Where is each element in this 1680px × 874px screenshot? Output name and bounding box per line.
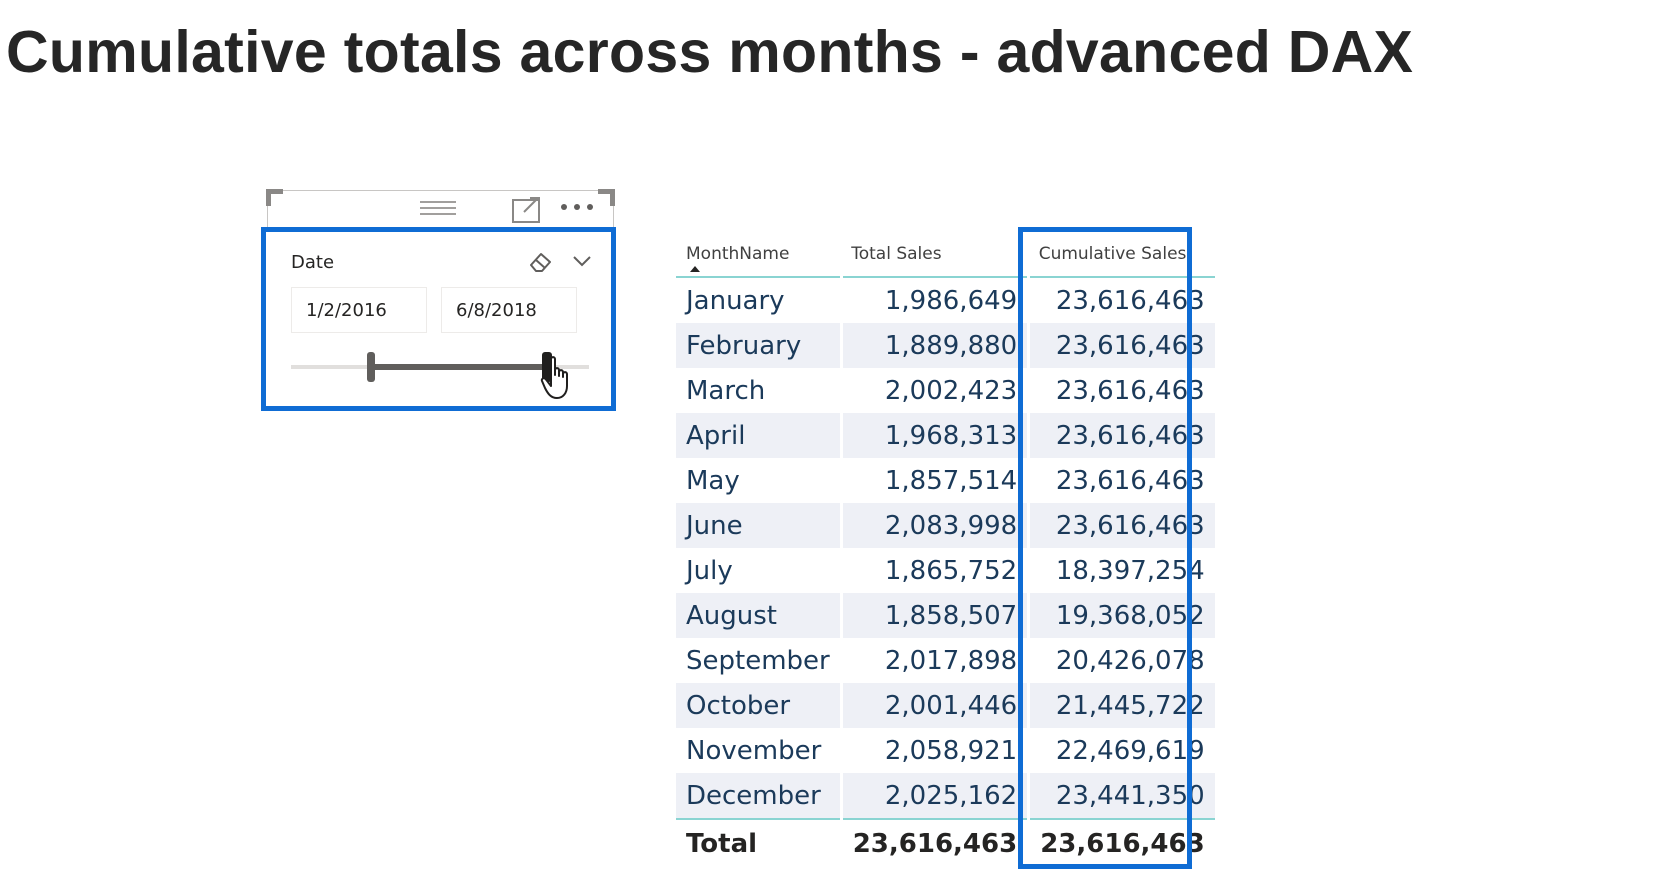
total-sales-cell: 1,865,752 (839, 548, 1029, 593)
total-sales-cell: 1,857,514 (839, 458, 1029, 503)
column-header-cumulative-sales[interactable]: Cumulative Sales (1028, 232, 1215, 278)
month-cell: September (686, 645, 830, 676)
total-sales-cell: 2,001,446 (839, 683, 1029, 728)
total-sales-cell: 2,017,898 (839, 638, 1029, 683)
table-row[interactable]: December 2,025,162 23,441,350 (676, 773, 1215, 819)
total-sales-cell: 1,858,507 (839, 593, 1029, 638)
total-sales-cell: 2,083,998 (839, 503, 1029, 548)
cumulative-sales-cell: 18,397,254 (1027, 548, 1215, 593)
table-row[interactable]: October 2,001,446 21,445,722 (676, 683, 1215, 728)
month-cell: June (676, 503, 842, 548)
sales-table: MonthName Total Sales Cumulative Sales J… (676, 232, 1215, 868)
cumulative-sales-cell: 23,616,463 (1027, 323, 1215, 368)
cumulative-sales-cell: 19,368,052 (1027, 593, 1215, 638)
eraser-icon[interactable] (528, 250, 554, 274)
table-row[interactable]: April 1,968,313 23,616,463 (676, 413, 1215, 458)
table-row[interactable]: July 1,865,752 18,397,254 (676, 548, 1215, 593)
chevron-down-icon[interactable] (572, 254, 592, 268)
slider-end-thumb[interactable] (542, 352, 553, 382)
table-total-row: Total 23,616,463 23,616,463 (676, 818, 1215, 868)
cumulative-sales-cell: 22,469,619 (1027, 728, 1215, 773)
date-range-slider[interactable] (291, 352, 589, 382)
table-body: January 1,986,649 23,616,463 February 1,889… (676, 277, 1215, 819)
resize-handle-top-left[interactable] (266, 189, 283, 206)
total-sales-cell: 1,986,649 (839, 277, 1029, 323)
total-sales-cell: 1,889,880 (839, 323, 1029, 368)
total-sales-cell: 2,058,921 (839, 728, 1029, 773)
cumulative-sales-cell: 23,616,463 (1027, 503, 1215, 548)
column-header-monthname[interactable]: MonthName (676, 232, 842, 278)
column-header-total-sales[interactable]: Total Sales (841, 232, 1029, 278)
table-row[interactable]: June 2,083,998 23,616,463 (676, 503, 1215, 548)
total-sales-cell: 2,002,423 (839, 368, 1029, 413)
column-header-label: Cumulative Sales (1038, 244, 1187, 264)
cumulative-sales-cell: 21,445,722 (1027, 683, 1215, 728)
focus-mode-icon[interactable] (512, 197, 542, 223)
slicer-label: Date (291, 252, 335, 273)
table-row[interactable]: February 1,889,880 23,616,463 (676, 323, 1215, 368)
cumulative-sales-cell: 23,616,463 (1027, 458, 1215, 503)
month-cell: July (686, 555, 733, 586)
table-row[interactable]: September 2,017,898 20,426,078 (676, 638, 1215, 683)
slicer-header[interactable] (266, 189, 615, 228)
page-title: Cumulative totals across months - advanc… (6, 19, 1414, 85)
table-row[interactable]: January 1,986,649 23,616,463 (676, 277, 1215, 323)
month-cell: December (676, 773, 842, 819)
grand-total-cumulative-cell: 23,616,463 (1027, 818, 1215, 868)
month-cell: August (676, 593, 842, 638)
total-sales-cell: 1,968,313 (839, 413, 1029, 458)
month-cell: April (676, 413, 842, 458)
slider-start-thumb[interactable] (367, 352, 376, 382)
month-cell: November (686, 735, 822, 766)
table-header-row: MonthName Total Sales Cumulative Sales (676, 232, 1215, 278)
table-row[interactable]: March 2,002,423 23,616,463 (676, 368, 1215, 413)
resize-handle-top-right[interactable] (598, 189, 615, 206)
total-label-cell: Total (676, 818, 842, 868)
hand-cursor-icon (540, 356, 568, 399)
column-header-label: Total Sales (851, 244, 942, 264)
table-row[interactable]: May 1,857,514 23,616,463 (676, 458, 1215, 503)
column-header-label: MonthName (686, 244, 790, 264)
table-row[interactable]: August 1,858,507 19,368,052 (676, 593, 1215, 638)
month-cell: January (686, 285, 785, 316)
cumulative-sales-cell: 23,616,463 (1027, 368, 1215, 413)
end-date-input[interactable] (441, 287, 577, 333)
cumulative-sales-cell: 23,616,463 (1027, 413, 1215, 458)
grand-total-sales-cell: 23,616,463 (839, 818, 1029, 868)
cumulative-sales-cell: 23,441,350 (1027, 773, 1215, 819)
month-cell: February (676, 323, 842, 368)
start-date-input[interactable] (291, 287, 427, 333)
month-cell: March (686, 375, 766, 406)
more-options-icon[interactable] (560, 201, 594, 213)
total-sales-cell: 2,025,162 (839, 773, 1029, 819)
grip-icon[interactable] (420, 197, 456, 217)
cumulative-sales-cell: 20,426,078 (1027, 638, 1215, 683)
sort-ascending-icon[interactable] (690, 266, 700, 272)
slider-selected-range (371, 364, 548, 370)
month-cell: October (676, 683, 842, 728)
table-row[interactable]: November 2,058,921 22,469,619 (676, 728, 1215, 773)
cumulative-sales-cell: 23,616,463 (1027, 277, 1215, 323)
month-cell: May (686, 465, 740, 496)
